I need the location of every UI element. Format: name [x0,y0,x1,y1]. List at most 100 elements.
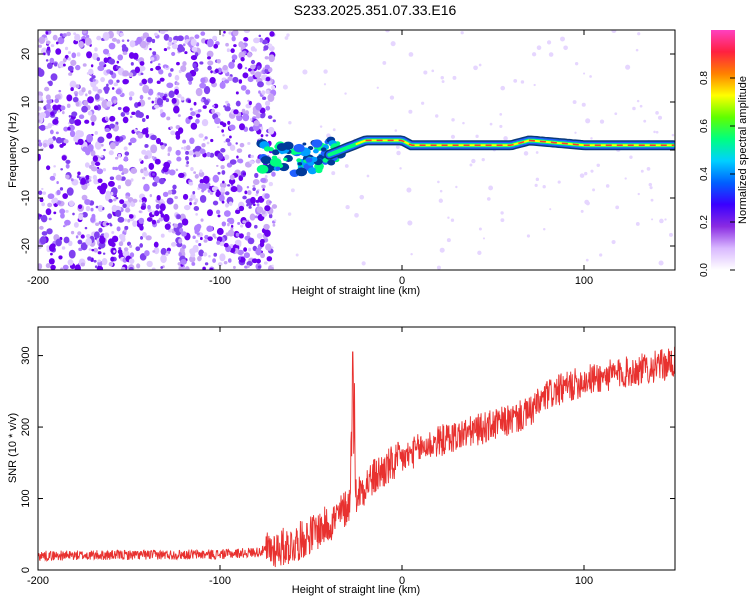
noise-speck [177,114,181,118]
noise-speck [190,54,198,61]
noise-speck [219,182,227,189]
noise-speck [488,185,494,191]
noise-speck [221,129,225,133]
noise-speck [265,80,272,86]
noise-speck [62,57,67,63]
noise-speck [92,155,98,162]
noise-speck [103,232,110,239]
noise-speck [103,86,110,92]
noise-speck [149,48,152,51]
noise-speck [185,164,189,168]
noise-speck [206,225,214,232]
noise-speck [96,234,99,238]
noise-speck [227,258,232,263]
noise-speck [158,217,164,222]
noise-speck [75,64,81,71]
noise-speck [223,242,229,248]
noise-speck [202,175,210,184]
noise-speck [102,252,106,255]
noise-speck [543,227,546,231]
noise-speck [199,195,207,203]
noise-speck [177,35,184,42]
noise-speck [535,177,540,182]
noise-speck [258,90,261,94]
noise-speck [65,174,70,179]
ridge-blob [295,167,308,177]
noise-speck [141,78,148,85]
noise-speck [164,223,171,230]
noise-speck [45,263,51,269]
noise-speck [159,30,166,35]
noise-speck [123,156,129,162]
noise-speck [138,210,142,213]
noise-speck [257,81,264,88]
noise-speck [264,174,268,179]
noise-speck [261,184,266,189]
noise-speck [229,124,236,131]
noise-speck [129,96,133,101]
colorbar-tick-label: 0.2 [699,215,710,229]
y-tick-label: -10 [20,190,32,206]
noise-speck [204,262,209,266]
noise-speck [84,199,91,205]
spectrogram-x-label: Height of straight line (km) [292,285,420,297]
noise-speck [39,214,43,217]
noise-speck [268,54,275,63]
noise-speck [39,236,47,245]
noise-speck [134,66,141,74]
noise-speck [590,169,594,173]
noise-speck [139,82,143,86]
noise-speck [267,115,273,120]
snr-series-line [38,346,675,568]
noise-speck [116,79,120,83]
noise-speck [135,246,141,252]
noise-speck [213,43,219,49]
noise-speck [122,78,129,85]
noise-speck [210,70,213,74]
noise-speck [560,36,565,42]
noise-speck [668,232,673,237]
noise-speck [407,220,413,226]
noise-speck [255,102,262,111]
noise-speck [345,204,350,210]
noise-speck [250,154,255,158]
noise-speck [194,174,199,179]
noise-speck [249,64,256,70]
noise-speck [271,264,274,267]
noise-speck [214,68,219,74]
noise-speck [228,61,235,69]
noise-speck [232,265,236,269]
noise-speck [235,209,241,215]
noise-speck [240,224,244,228]
noise-speck [221,170,226,175]
noise-speck [238,41,244,48]
noise-speck [140,72,144,76]
noise-speck [255,190,259,194]
snr-x-ticks: -200 -100 0 100 [27,327,593,587]
noise-speck [160,213,165,218]
noise-speck [163,47,168,52]
noise-speck [557,180,561,184]
noise-speck [282,84,288,90]
noise-speck [106,100,112,107]
noise-speck [109,222,112,225]
ridge-blob [276,143,288,152]
noise-speck [168,36,173,43]
ridge-blob [297,162,303,166]
noise-speck [198,242,202,247]
noise-speck [65,159,71,164]
noise-speck [143,167,148,171]
noise-speck [188,181,194,186]
noise-speck [151,267,156,270]
noise-speck [138,217,145,224]
noise-speck [147,88,154,96]
noise-speck [69,80,77,89]
noise-speck [82,30,87,34]
noise-speck [151,172,155,176]
noise-speck [223,140,226,143]
noise-speck [63,126,69,132]
noise-speck [48,80,53,87]
noise-speck [101,258,108,266]
noise-speck [84,37,92,46]
